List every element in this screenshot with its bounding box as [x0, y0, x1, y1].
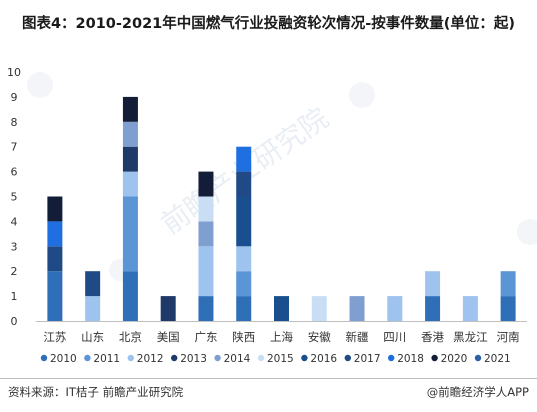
bar-group — [47, 96, 516, 321]
x-tick-label: 黑龙江 — [453, 330, 488, 344]
bar-segment-2010 — [122, 271, 138, 321]
bar-segment-2020 — [198, 171, 214, 197]
x-tick-label: 河南 — [497, 330, 520, 344]
bar-segment-2013 — [160, 296, 176, 321]
brand-label: @前瞻经济学人APP — [426, 385, 529, 399]
legend-marker — [127, 354, 134, 362]
y-tick-label: 10 — [7, 66, 21, 79]
legend-label: 2015 — [267, 353, 294, 365]
bar-segment-2012 — [122, 171, 138, 197]
bar-segment-2010 — [47, 271, 63, 321]
chart-title: 图表4：2010-2021年中国燃气行业投融资轮次情况-按事件数量(单位：起) — [21, 16, 516, 32]
legend-label: 2020 — [441, 353, 468, 365]
legend-marker — [84, 354, 91, 362]
legend-marker — [214, 354, 221, 362]
bar-segment-2018 — [236, 146, 252, 172]
legend-label: 2012 — [137, 353, 164, 365]
bar-segment-2011 — [122, 196, 138, 272]
x-tick-label: 新疆 — [346, 330, 369, 344]
legend-marker — [474, 354, 482, 362]
x-tick-label: 江苏 — [43, 330, 66, 344]
y-tick-label: 8 — [11, 116, 18, 129]
y-tick-label: 5 — [11, 191, 18, 204]
bar-segment-2010 — [500, 296, 516, 321]
y-tick-label: 7 — [11, 141, 18, 154]
x-tick-label: 陕西 — [232, 330, 255, 344]
x-tick-label: 四川 — [383, 330, 406, 344]
bar-segment-2018 — [47, 221, 63, 247]
bar-segment-2014 — [349, 296, 365, 321]
bar-segment-2012 — [198, 246, 214, 297]
legend-marker — [257, 354, 265, 362]
x-tick-label: 香港 — [421, 330, 444, 344]
x-tick-label: 美国 — [157, 330, 180, 344]
bar-segment-2014 — [122, 121, 138, 147]
x-axis: 江苏 山东 北京 美国 广东 陕西 上海 安徽 新疆 四川 香港 黑龙江 河南 — [36, 321, 527, 344]
bar-segment-2012 — [85, 296, 101, 321]
bar-segment-2011 — [500, 271, 516, 297]
y-tick-label: 2 — [11, 265, 18, 278]
bar-segment-2017 — [85, 271, 101, 297]
legend-label: 2018 — [397, 353, 424, 365]
bar-segment-2020 — [122, 96, 138, 122]
bar-segment-2015 — [198, 196, 214, 222]
x-tick-label: 安徽 — [308, 330, 331, 344]
bar-segment-2016 — [274, 296, 289, 321]
legend-marker — [40, 354, 48, 362]
footer-divider — [0, 378, 537, 379]
y-axis: 0 1 2 3 4 5 6 7 8 9 10 — [7, 66, 21, 328]
x-tick-label: 广东 — [194, 330, 217, 344]
bar-segment-2013 — [122, 146, 138, 172]
legend-marker — [171, 354, 178, 362]
y-tick-label: 3 — [11, 240, 18, 253]
bar-segment-2017 — [236, 171, 252, 197]
bar-segment-2012 — [425, 271, 441, 297]
bar-segment-2016 — [236, 196, 252, 247]
bar-segment-2010 — [198, 296, 214, 321]
legend-marker — [344, 354, 351, 362]
legend-marker — [388, 354, 395, 362]
bar-segment-2011 — [236, 271, 252, 297]
legend-label: 2017 — [354, 353, 381, 365]
bar-segment-2014 — [198, 221, 214, 247]
y-tick-label: 1 — [11, 290, 18, 303]
bar-segment-2015 — [311, 296, 327, 321]
legend-marker — [431, 354, 438, 362]
legend-label: 2011 — [93, 353, 120, 365]
y-tick-label: 6 — [11, 166, 18, 179]
x-tick-label: 山东 — [81, 330, 104, 344]
bar-segment-2010 — [425, 296, 441, 321]
y-tick-label: 0 — [11, 315, 18, 328]
legend-label: 2013 — [180, 353, 207, 365]
x-tick-label: 上海 — [270, 330, 293, 344]
source-note: 资料来源：IT桔子 前瞻产业研究院 — [8, 385, 184, 399]
bar-segment-2017 — [47, 246, 63, 272]
legend-label: 2016 — [310, 353, 337, 365]
bar-segment-2012 — [236, 246, 252, 272]
bar-segment-2020 — [47, 196, 63, 222]
legend-label: 2014 — [224, 353, 251, 365]
y-tick-label: 4 — [11, 215, 18, 228]
legend-marker — [301, 354, 308, 362]
y-tick-label: 9 — [11, 91, 18, 104]
x-tick-label: 北京 — [119, 330, 142, 344]
bar-segment-2012 — [387, 296, 403, 321]
legend-label: 2010 — [50, 353, 77, 365]
bar-segment-2012 — [462, 296, 478, 321]
legend-label: 2021 — [484, 353, 511, 365]
legend: 2010 2011 2012 2013 2014 2015 2016 2017 2018 2020… — [40, 353, 511, 365]
bar-segment-2010 — [236, 296, 252, 321]
